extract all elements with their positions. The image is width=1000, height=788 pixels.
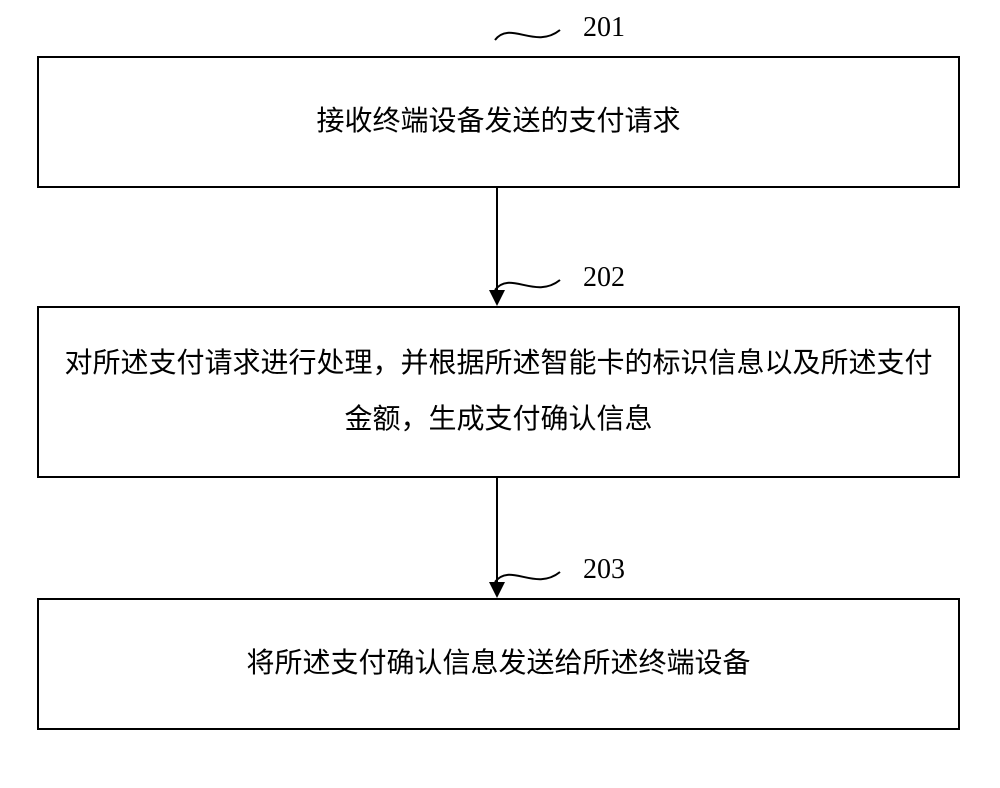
flow-node-3-label: 203 bbox=[583, 554, 625, 586]
flowchart-canvas: 接收终端设备发送的支付请求 201 对所述支付请求进行处理，并根据所述智能卡的标… bbox=[0, 0, 1000, 788]
flow-node-3-leader bbox=[0, 0, 1000, 788]
flow-node-3-leader-path bbox=[495, 572, 560, 582]
